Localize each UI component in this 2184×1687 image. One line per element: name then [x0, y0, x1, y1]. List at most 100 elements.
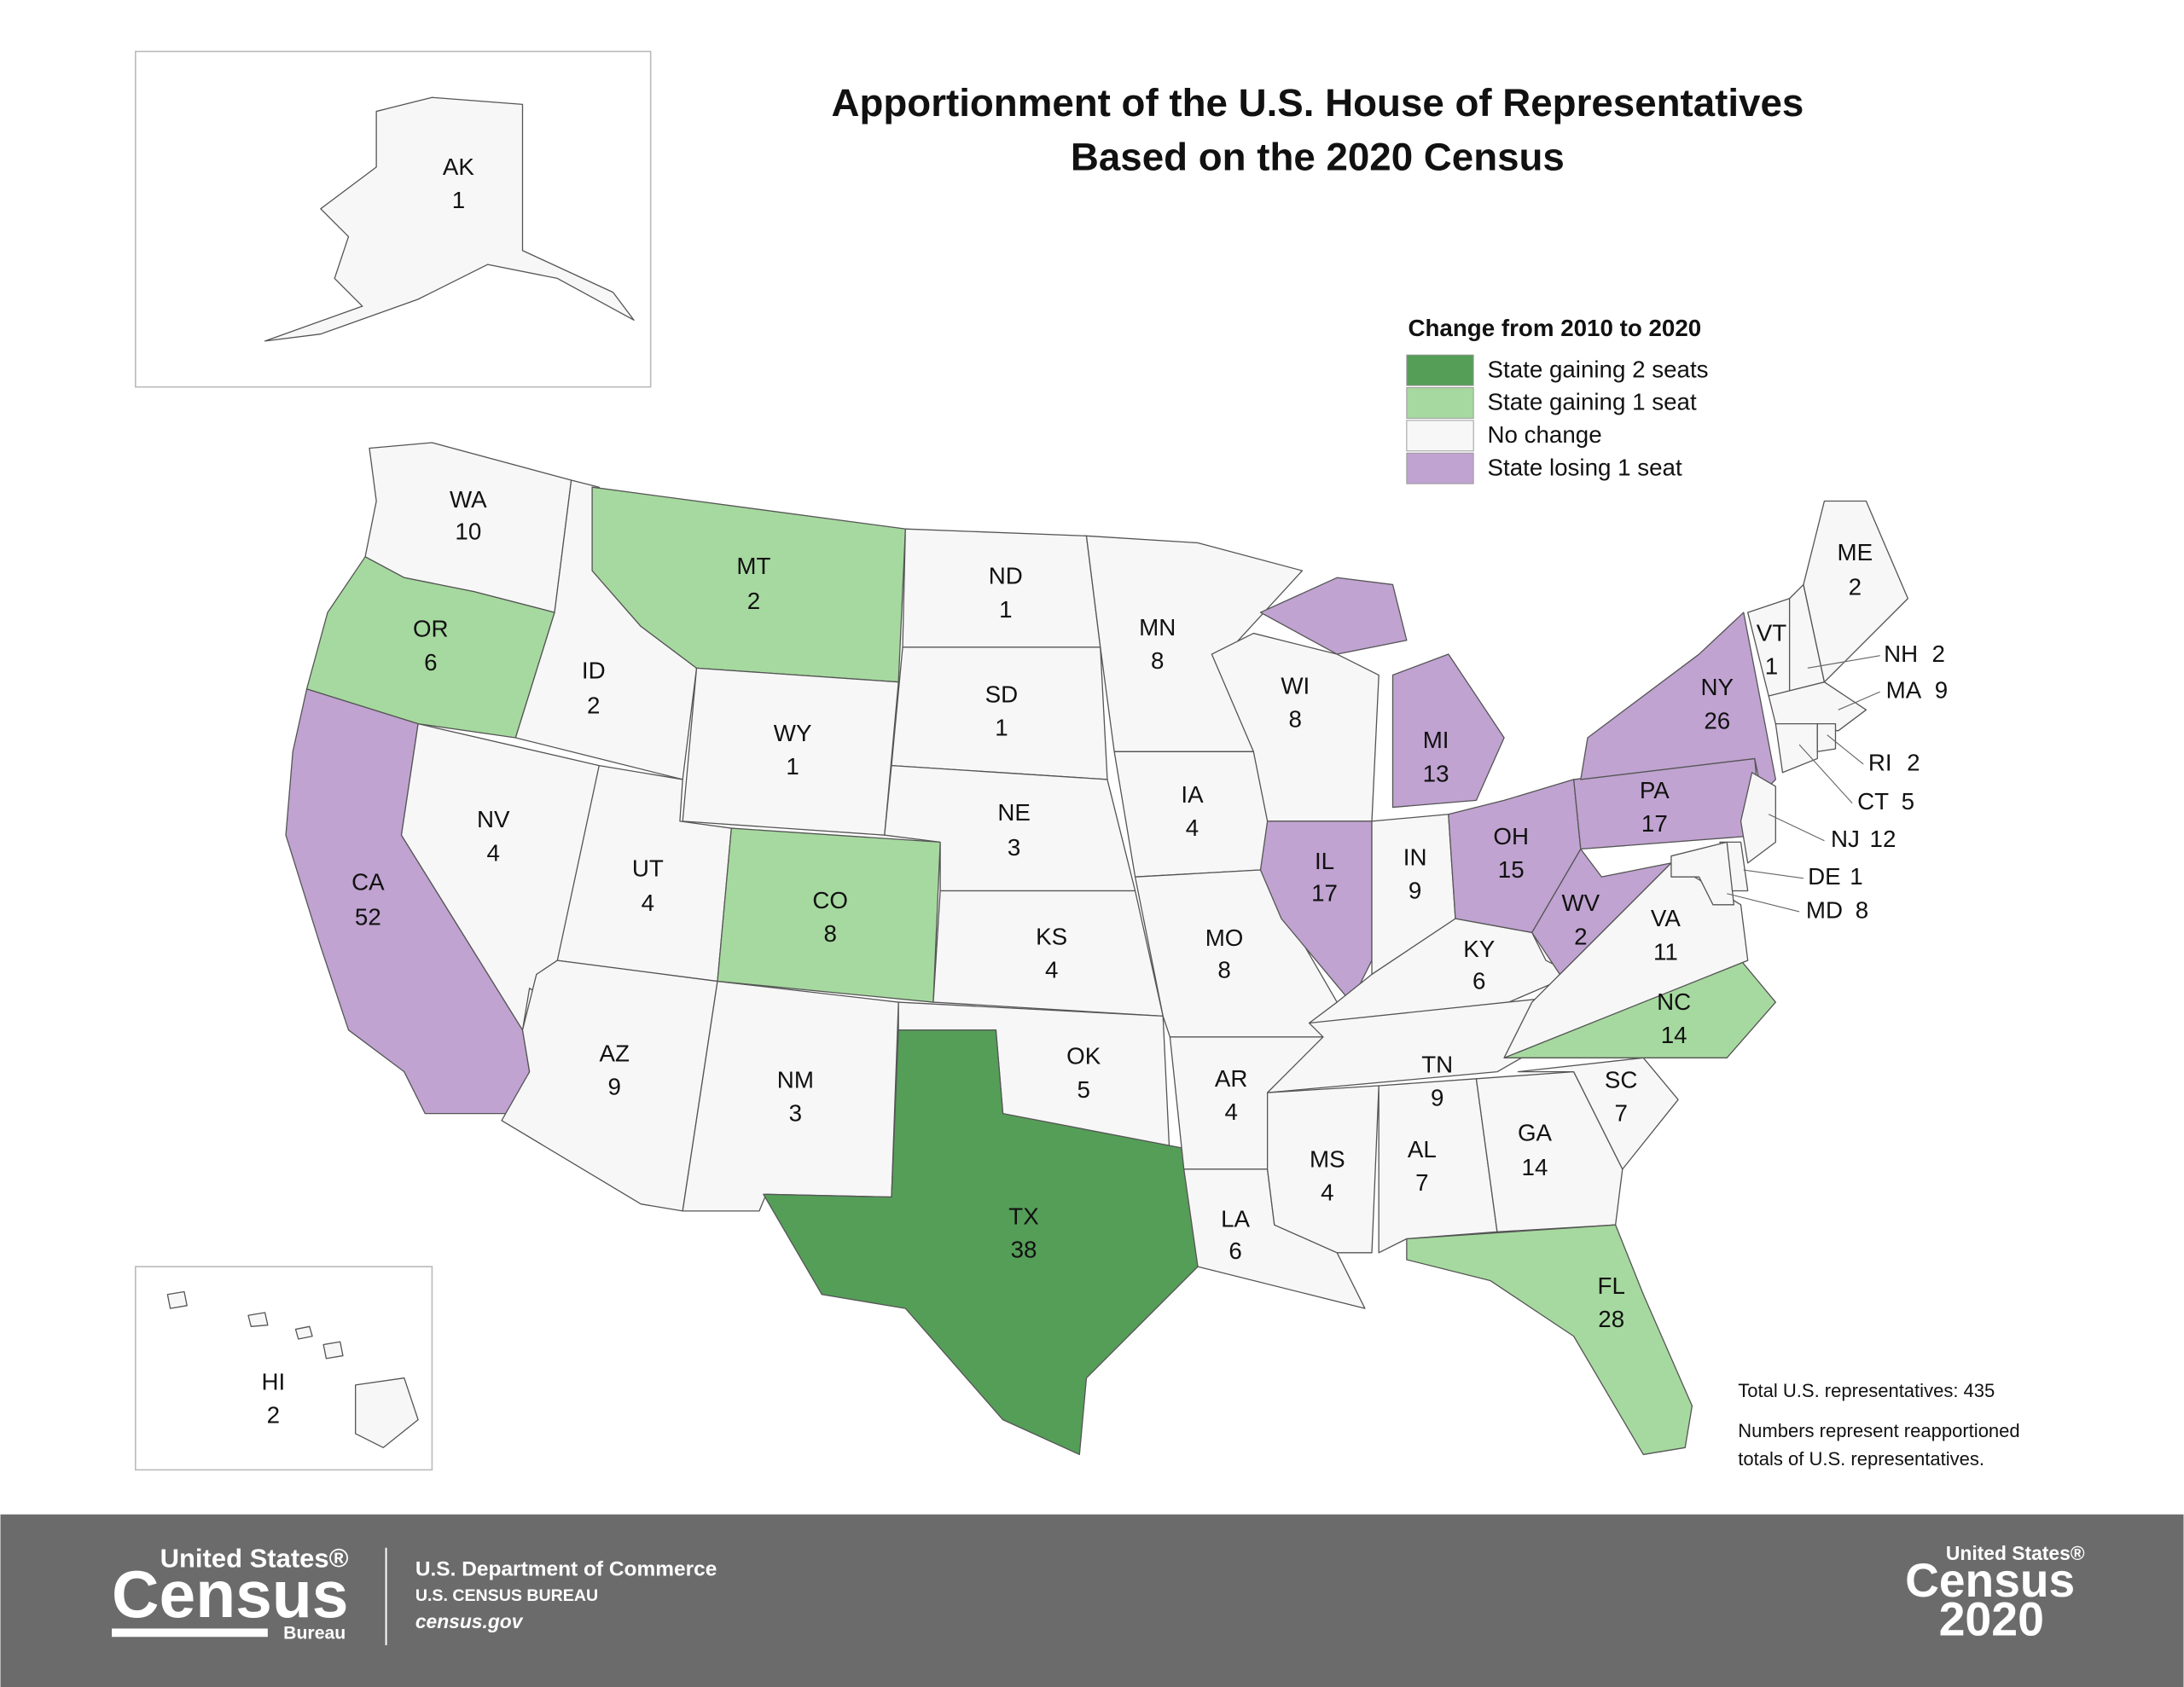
state-abbr: WI [1281, 673, 1310, 699]
state-abbr: KS [1036, 923, 1067, 949]
state-abbr: OH [1493, 823, 1529, 849]
title-line: Based on the 2020 Census [1071, 136, 1565, 179]
note: totals of U.S. representatives. [1738, 1448, 1984, 1470]
title-line: Apportionment of the U.S. House of Repre… [831, 81, 1804, 125]
state-seats: 2 [587, 692, 600, 718]
leader-line [1827, 734, 1864, 765]
leader-line [1798, 744, 1853, 804]
state-abbr: WA [450, 486, 487, 513]
state-abbr: SC [1605, 1066, 1638, 1093]
state-seats: 17 [1311, 880, 1338, 907]
state-abbr: MO [1205, 925, 1244, 951]
state-seats: 2 [747, 588, 760, 614]
state-shape [1475, 1070, 1623, 1232]
state-shape [1670, 841, 1735, 906]
legend-label: No change [1487, 421, 1601, 448]
state-seats: 1 [1765, 653, 1778, 680]
state-abbr: CA [351, 869, 385, 896]
leader-line [1838, 691, 1880, 710]
state-seats: 7 [1614, 1100, 1627, 1127]
legend-label: State losing 1 seat [1487, 454, 1682, 480]
state-shape [1740, 772, 1776, 864]
state-abbr: AZ [599, 1040, 629, 1066]
state-seats: 8 [1151, 647, 1164, 674]
state-abbr: HI [262, 1369, 286, 1395]
logo2020-year: 2020 [1939, 1593, 2044, 1646]
state-shape [1816, 722, 1837, 752]
state-abbr: AL [1408, 1136, 1437, 1162]
state-seats: 1 [452, 187, 465, 213]
state-abbr: ND [989, 563, 1023, 589]
state-seats: 8 [823, 920, 836, 947]
state-seats: 4 [1321, 1180, 1333, 1206]
website: census.gov [415, 1610, 524, 1632]
state-abbr: IA [1181, 781, 1204, 808]
state-abbr: NJ [1831, 826, 1860, 852]
state-abbr: IL [1315, 848, 1334, 874]
leader-line [1807, 655, 1880, 669]
state-seats: 3 [1008, 834, 1020, 861]
state-abbr: MI [1423, 727, 1449, 753]
state-seats: 5 [1902, 788, 1914, 815]
state-shape [682, 980, 899, 1212]
state-seats: 1 [1850, 863, 1862, 890]
states [166, 96, 1909, 1456]
logo-top: United States® [160, 1544, 349, 1574]
state-shape [1211, 632, 1380, 822]
state-abbr: MN [1139, 614, 1176, 641]
state-shape [1259, 577, 1408, 655]
state-seats: 52 [355, 903, 381, 930]
logo-sub: Bureau [283, 1624, 346, 1644]
state-shape [1406, 1224, 1693, 1456]
state-shape [247, 1312, 269, 1327]
state-abbr: LA [1221, 1206, 1250, 1232]
state-abbr: NE [997, 799, 1031, 826]
state-seats: 13 [1423, 760, 1449, 786]
state-abbr: MT [736, 553, 770, 579]
state-seats: 8 [1217, 956, 1230, 983]
state-seats: 2 [1574, 923, 1587, 949]
state-seats: 6 [1228, 1238, 1241, 1264]
state-seats: 2 [1907, 749, 1920, 775]
state-seats: 5 [1077, 1076, 1089, 1103]
state-abbr: OR [413, 616, 449, 642]
state-shape [322, 1341, 344, 1359]
state-abbr: ID [582, 658, 606, 684]
state-shape [166, 1290, 188, 1309]
state-abbr: AR [1215, 1065, 1248, 1092]
legend-label: State gaining 2 seats [1487, 356, 1708, 382]
state-shape [355, 1377, 419, 1448]
state-seats: 17 [1641, 810, 1668, 837]
state-seats: 9 [1409, 877, 1421, 903]
state-abbr: NC [1657, 988, 1691, 1015]
state-abbr: CO [812, 887, 848, 913]
state-abbr: GA [1518, 1119, 1553, 1145]
state-shape [891, 646, 1108, 780]
state-seats: 4 [642, 890, 654, 916]
state-abbr: VT [1757, 620, 1786, 646]
state-shape [294, 1325, 313, 1340]
state-seats: 15 [1498, 856, 1525, 883]
state-seats: 8 [1856, 896, 1868, 923]
logo-bar [112, 1628, 268, 1638]
state-seats: 6 [424, 649, 437, 675]
state-abbr: DE [1808, 863, 1841, 890]
state-abbr: FL [1598, 1272, 1625, 1299]
legend-swatch [1406, 354, 1474, 386]
state-seats: 7 [1415, 1169, 1428, 1196]
state-seats: 2 [1932, 641, 1945, 667]
state-seats: 4 [487, 839, 500, 866]
legend-title: Change from 2010 to 2020 [1408, 315, 1701, 341]
state-seats: 3 [789, 1100, 802, 1127]
state-abbr: WY [774, 720, 812, 746]
state-shape [682, 667, 899, 836]
state-abbr: WV [1561, 890, 1600, 916]
state-abbr: MA [1886, 676, 1922, 703]
state-shape [1774, 722, 1818, 774]
logo2020-main: Census [1905, 1554, 2075, 1607]
state-seats: 1 [786, 753, 799, 780]
state-seats: 9 [1431, 1085, 1443, 1111]
state-seats: 28 [1598, 1306, 1624, 1332]
leader-line [1743, 869, 1804, 879]
